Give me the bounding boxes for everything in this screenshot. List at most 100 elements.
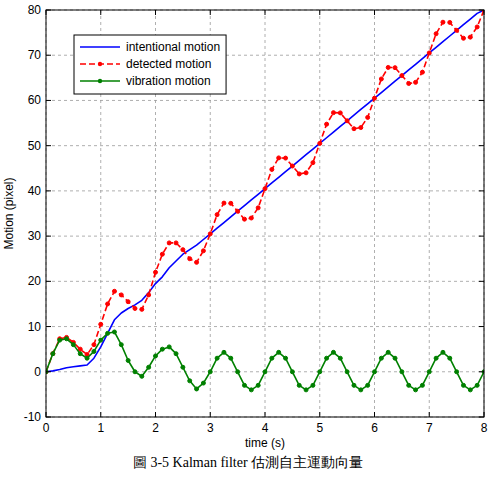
- series-marker: [373, 96, 377, 100]
- series-marker: [222, 201, 226, 205]
- series-marker: [229, 201, 233, 205]
- series-marker: [448, 20, 452, 24]
- series-marker: [325, 356, 329, 360]
- tick-label: 0: [34, 365, 41, 379]
- tick-mark: [46, 326, 51, 327]
- series-marker: [455, 370, 459, 374]
- tick-label: 8: [481, 421, 488, 435]
- series-marker: [147, 293, 151, 297]
- series-marker: [160, 347, 164, 351]
- series-marker: [359, 388, 363, 392]
- series-marker: [188, 379, 192, 383]
- tick-mark: [374, 10, 375, 15]
- series-marker: [147, 365, 151, 369]
- chart: 012345678-1001020304050607080time (s)Mot…: [0, 0, 496, 478]
- series-marker: [359, 126, 363, 130]
- series-marker: [119, 343, 123, 347]
- series-marker: [393, 66, 397, 70]
- legend-swatch: [80, 46, 120, 48]
- plot-area: [46, 10, 484, 417]
- series-marker: [154, 354, 158, 358]
- series-marker: [338, 356, 342, 360]
- series-marker: [174, 352, 178, 356]
- series-marker: [256, 383, 260, 387]
- series-marker: [78, 352, 82, 356]
- series-group: [46, 10, 484, 392]
- tick-label: 80: [28, 3, 42, 17]
- series-marker: [140, 307, 144, 311]
- series-marker: [277, 350, 281, 354]
- series-marker: [400, 370, 404, 374]
- series-marker: [331, 111, 335, 115]
- series-marker: [126, 358, 130, 362]
- series-marker: [475, 383, 479, 387]
- series-marker: [386, 65, 390, 69]
- series-marker: [420, 383, 424, 387]
- legend-label: intentional motion: [126, 40, 220, 54]
- axis-title: time (s): [245, 436, 285, 450]
- legend-box: [74, 35, 226, 94]
- series-marker: [92, 349, 96, 353]
- tick-mark: [479, 236, 484, 237]
- series-marker: [167, 345, 171, 349]
- tick-label: 4: [262, 421, 269, 435]
- series-marker: [181, 248, 185, 252]
- series-marker: [414, 388, 418, 392]
- tick-mark: [155, 10, 156, 15]
- legend-label: detected motion: [126, 57, 211, 71]
- tick-mark: [46, 412, 47, 417]
- series-marker: [242, 217, 246, 221]
- series-marker: [427, 51, 431, 55]
- series-marker: [99, 338, 103, 342]
- series-marker: [215, 356, 219, 360]
- tick-mark: [210, 412, 211, 417]
- series-marker: [441, 350, 445, 354]
- tick-mark: [479, 145, 484, 146]
- series-marker: [290, 370, 294, 374]
- tick-mark: [374, 412, 375, 417]
- legend-marker: [98, 62, 102, 66]
- series-marker: [51, 352, 55, 356]
- legend-marker: [98, 79, 102, 83]
- plot-frame: [46, 10, 484, 417]
- series-marker: [263, 187, 267, 191]
- tick-mark: [429, 10, 430, 15]
- grid-line: [265, 10, 266, 417]
- series-marker: [441, 20, 445, 24]
- series-marker: [407, 81, 411, 85]
- tick-mark: [210, 10, 211, 15]
- series-marker: [311, 161, 315, 165]
- series-marker: [475, 25, 479, 29]
- series-marker: [249, 216, 253, 220]
- tick-mark: [479, 417, 484, 418]
- grid-line: [46, 281, 484, 282]
- tick-mark: [265, 10, 266, 15]
- tick-label: 0: [43, 421, 50, 435]
- tick-mark: [46, 281, 51, 282]
- series-marker: [379, 356, 383, 360]
- series-marker: [352, 383, 356, 387]
- series-line: [46, 10, 484, 372]
- tick-label: 20: [28, 274, 42, 288]
- tick-mark: [319, 10, 320, 15]
- series-marker: [85, 356, 89, 360]
- legend: intentional motiondetected motionvibrati…: [74, 35, 226, 94]
- series-marker: [119, 293, 123, 297]
- series-marker: [208, 232, 212, 236]
- tick-label: 70: [28, 48, 42, 62]
- grid-line: [319, 10, 320, 417]
- tick-mark: [46, 100, 51, 101]
- tick-mark: [479, 10, 484, 11]
- tick-mark: [46, 10, 47, 15]
- series-marker: [318, 141, 322, 145]
- grid-line: [429, 10, 430, 417]
- series-marker: [242, 383, 246, 387]
- series-marker: [420, 70, 424, 74]
- series-marker: [92, 343, 96, 347]
- series-marker: [236, 370, 240, 374]
- axis-title: Motion (pixel): [2, 177, 16, 249]
- series-marker: [304, 388, 308, 392]
- series-marker: [455, 28, 459, 32]
- series-marker: [366, 383, 370, 387]
- series-marker: [222, 350, 226, 354]
